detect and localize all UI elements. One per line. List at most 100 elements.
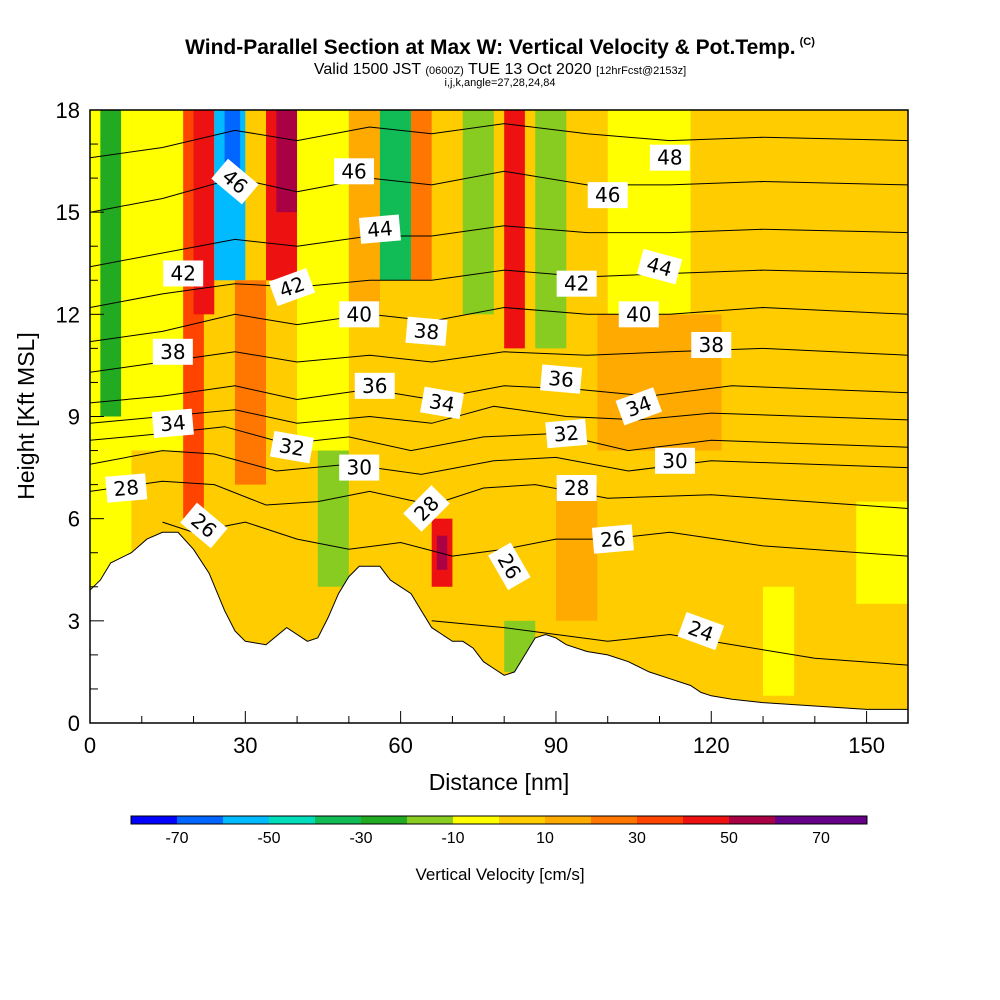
isentrope-label: 34 xyxy=(151,408,194,439)
velocity-cell xyxy=(348,110,380,315)
y-tick-label: 15 xyxy=(56,200,80,225)
chart-indices-line: i,j,k,angle=27,28,24,84 xyxy=(0,77,1000,89)
velocity-cell xyxy=(763,586,795,696)
colorbar-swatch xyxy=(545,816,591,824)
colorbar-swatch xyxy=(729,816,775,824)
isentrope-label-box xyxy=(649,144,690,171)
velocity-cell xyxy=(462,110,494,315)
x-tick-label: 120 xyxy=(693,733,730,758)
x-tick-label: 150 xyxy=(848,733,885,758)
isentrope-label-box xyxy=(655,447,696,474)
isentrope-label: 36 xyxy=(540,364,583,394)
velocity-cell xyxy=(607,110,691,315)
velocity-cell xyxy=(436,535,448,570)
x-tick-label: 30 xyxy=(233,733,257,758)
copyright-mark: (C) xyxy=(799,36,815,48)
isentrope-label-text: 34 xyxy=(159,410,186,436)
isentrope-label: 44 xyxy=(358,214,401,244)
velocity-cell xyxy=(721,110,908,417)
isentrope-label-text: 40 xyxy=(626,302,651,326)
isentrope-label-box xyxy=(545,418,588,449)
isentrope-label: 42 xyxy=(556,270,597,297)
isentrope-44 xyxy=(90,225,908,268)
isentrope-label-text: 32 xyxy=(277,433,306,461)
colorbar-swatch xyxy=(683,816,729,824)
isentrope-label: 30 xyxy=(655,447,696,474)
y-tick-label: 9 xyxy=(68,405,80,430)
velocity-cell xyxy=(390,110,406,213)
isentrope-label-text: 38 xyxy=(699,333,724,357)
velocity-cell xyxy=(234,280,267,485)
isentrope-label-box xyxy=(151,408,194,439)
isentrope-label-text: 30 xyxy=(346,456,371,480)
isentrope-32 xyxy=(90,426,908,452)
isentrope-label-text: 46 xyxy=(595,183,620,207)
isentrope-label-text: 44 xyxy=(366,216,393,242)
x-tick-label: 90 xyxy=(544,733,568,758)
chart-subtitle: Valid 1500 JST (0600Z) TUE 13 Oct 2020 [… xyxy=(0,61,1000,79)
isentrope-46 xyxy=(90,170,908,213)
colorbar-swatch xyxy=(637,816,683,824)
isentrope-label-text: 42 xyxy=(564,272,589,296)
isentrope-label-box xyxy=(488,542,531,591)
colorbar-swatch xyxy=(775,816,867,824)
terrain-mask xyxy=(90,531,908,723)
isentrope-label: 38 xyxy=(405,316,448,347)
colorbar: -70 -50 -30 -10 10 30 50 70 xyxy=(130,815,868,847)
colorbar-swatch xyxy=(591,816,637,824)
y-tick-label: 18 xyxy=(56,98,80,123)
isentrope-label: 32 xyxy=(545,418,588,449)
isentrope-label-box xyxy=(163,260,204,287)
isentrope-label-box xyxy=(211,158,259,205)
isentrope-label-box xyxy=(540,364,583,394)
isentrope-label-box xyxy=(403,485,450,532)
forecast-info: [12hrFcst@2153z] xyxy=(596,65,687,77)
colorbar-swatch xyxy=(407,816,453,824)
isentrope-label-box xyxy=(334,158,375,185)
isentrope-label: 42 xyxy=(163,260,204,287)
isentrope-label-box xyxy=(615,387,663,426)
isentrope-label: 28 xyxy=(556,475,597,502)
chart-title: Wind-Parallel Section at Max W: Vertical… xyxy=(0,36,1000,60)
isentrope-label-box xyxy=(358,214,401,244)
colorbar-frame xyxy=(130,815,868,825)
isentrope-34 xyxy=(90,405,908,424)
isentrope-24 xyxy=(431,620,908,666)
isentrope-label-text: 32 xyxy=(553,420,580,446)
isentrope-label: 34 xyxy=(420,386,465,420)
colorbar-tick-label: 50 xyxy=(720,830,738,847)
colorbar-tick-label: 70 xyxy=(812,830,830,847)
isentrope-label-text: 36 xyxy=(547,366,574,392)
colorbar-swatch xyxy=(315,816,361,824)
colorbar-tick-label: -50 xyxy=(257,830,280,847)
isentrope-label-text: 38 xyxy=(160,340,185,364)
colorbar-tick-label: 10 xyxy=(536,830,554,847)
colorbar-swatch xyxy=(223,816,269,824)
isentrope-label-text: 42 xyxy=(170,261,195,285)
isentrope-label-text: 30 xyxy=(662,449,687,473)
isentrope-label-text: 38 xyxy=(413,318,440,344)
colorbar-tick-label: -70 xyxy=(165,830,188,847)
isentrope-label-box xyxy=(354,372,395,399)
chart-title-text: Wind-Parallel Section at Max W: Vertical… xyxy=(185,36,796,59)
isentrope-label-box xyxy=(591,524,634,554)
y-tick-label: 0 xyxy=(68,711,80,736)
x-axis: 0 30 60 90 120 150 xyxy=(84,711,885,758)
velocity-cell xyxy=(509,110,520,247)
colorbar-swatch xyxy=(361,816,407,824)
isentrope-label-text: 46 xyxy=(341,159,366,183)
x-tick-label: 0 xyxy=(84,733,96,758)
isentrope-48 xyxy=(90,123,908,159)
isentrope-42 xyxy=(90,269,908,308)
velocity-cell xyxy=(555,484,598,621)
isentrope-label: 32 xyxy=(269,430,314,464)
isentrope-26 xyxy=(162,521,908,557)
isentrope-label-box xyxy=(556,475,597,502)
isentrope-label-box xyxy=(152,338,193,365)
isentrope-label: 48 xyxy=(649,144,690,171)
isentrope-label-box xyxy=(587,182,628,209)
y-axis-title: Height [Kft MSL] xyxy=(13,332,39,499)
colorbar-tick-label: 30 xyxy=(628,830,646,847)
